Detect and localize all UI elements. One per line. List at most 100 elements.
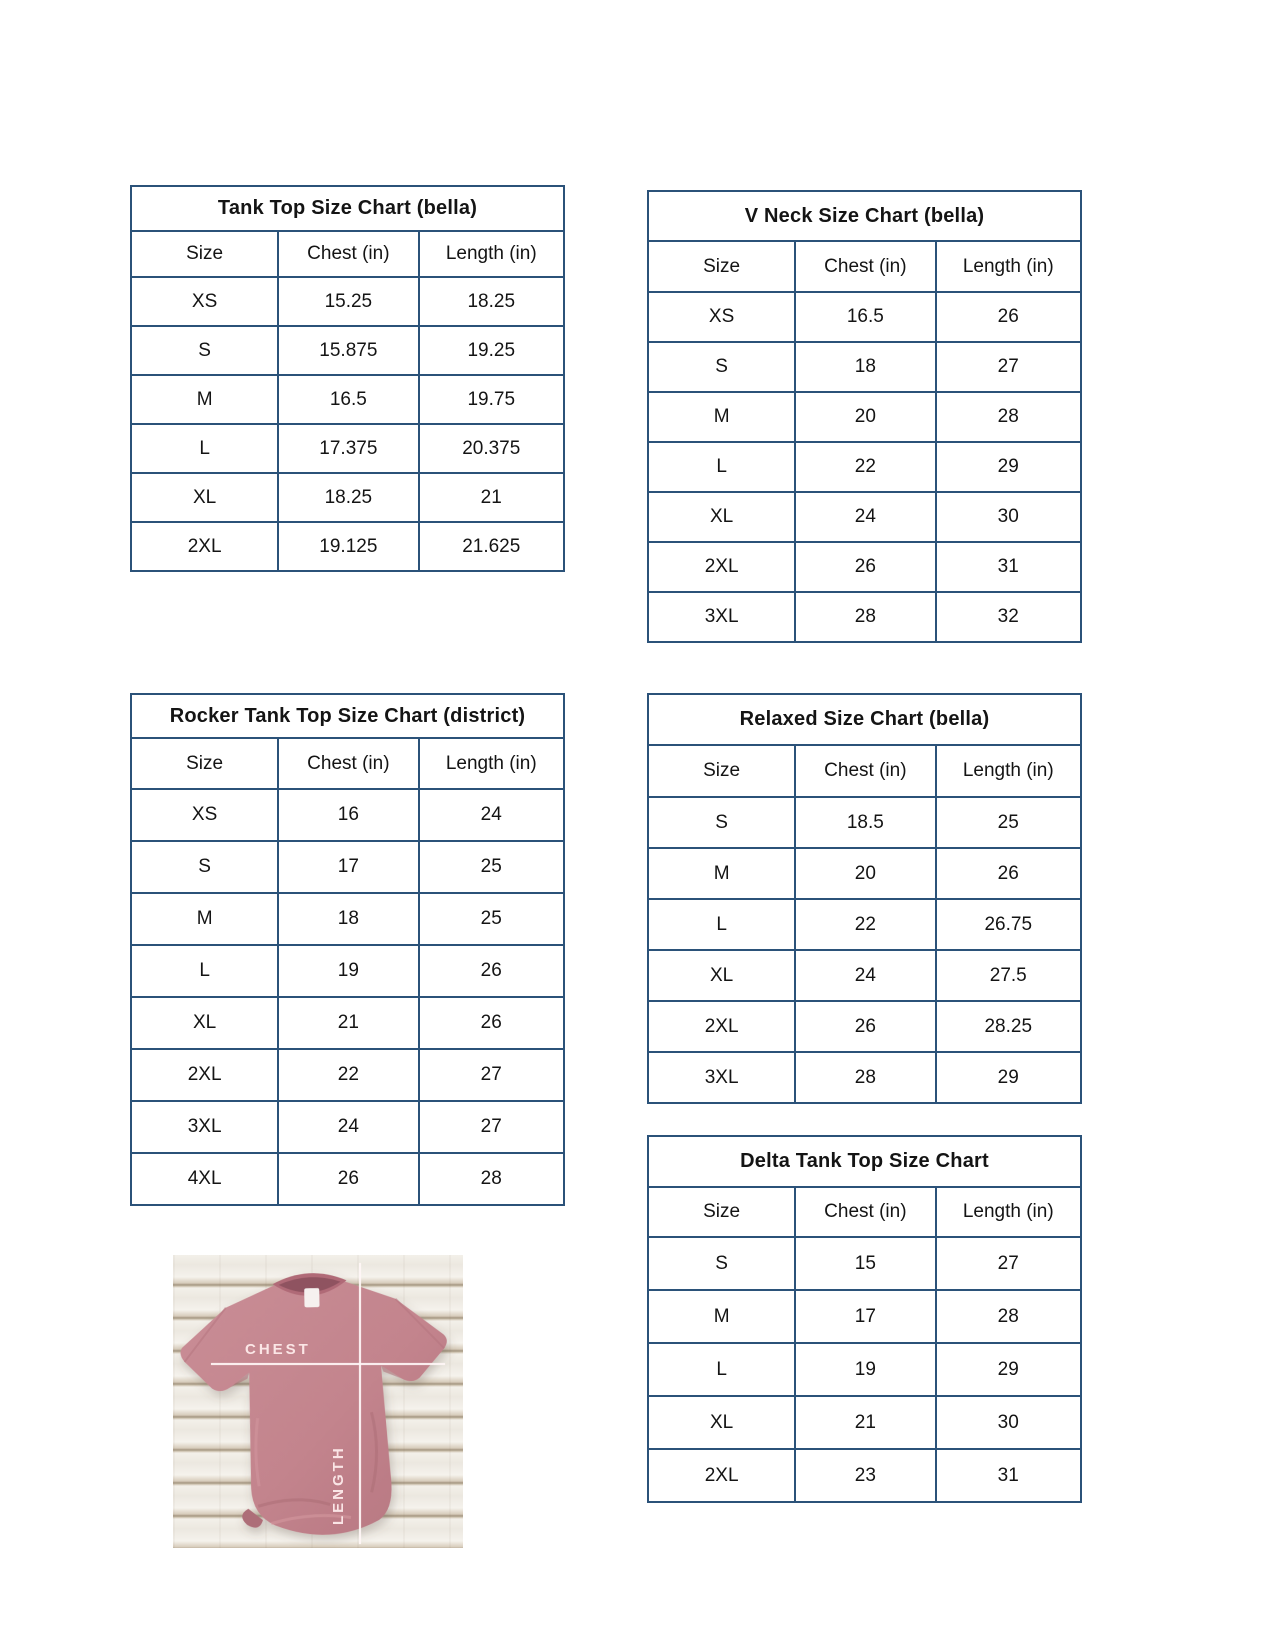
length-cell: 28 [934, 391, 1082, 443]
size-cell: XS [646, 291, 797, 343]
size-cell: 3XL [646, 591, 797, 643]
chest-cell: 24 [794, 949, 937, 1002]
table-v-neck-bella: V Neck Size Chart (bella) Size Chest (in) L… [646, 190, 1082, 643]
chest-cell: 18.25 [277, 472, 420, 523]
table-row: 3XL 28 29 [646, 1051, 1082, 1104]
table-row: S 15.875 19.25 [129, 325, 565, 376]
length-cell: 32 [934, 591, 1082, 643]
size-cell: M [129, 892, 280, 946]
chest-cell: 21 [794, 1395, 937, 1450]
size-cell: S [646, 341, 797, 393]
length-cell: 26.75 [934, 898, 1082, 951]
length-cell: 31 [934, 541, 1082, 593]
length-cell: 26 [934, 291, 1082, 343]
table-row: XS 16 24 [129, 788, 565, 842]
chest-cell: 17 [277, 840, 420, 894]
column-header: Size [646, 240, 797, 293]
length-cell: 28 [934, 1289, 1082, 1344]
chest-cell: 26 [794, 1000, 937, 1053]
size-chart-tank-top-bella: Tank Top Size Chart (bella) Size Chest (in… [129, 185, 565, 572]
column-header: Size [129, 230, 280, 278]
table-row: M 18 25 [129, 892, 565, 946]
chest-cell: 22 [277, 1048, 420, 1102]
chest-cell: 22 [794, 898, 937, 951]
length-cell: 27 [934, 341, 1082, 393]
table-row: M 20 28 [646, 391, 1082, 443]
length-cell: 24 [417, 788, 565, 842]
table-row: 2XL 26 28.25 [646, 1000, 1082, 1053]
table-row: XL 24 30 [646, 491, 1082, 543]
column-header: Chest (in) [794, 1186, 937, 1238]
size-cell: L [646, 441, 797, 493]
length-cell: 30 [934, 1395, 1082, 1450]
chest-cell: 21 [277, 996, 420, 1050]
header-row: Size Chest (in) Length (in) [646, 240, 1082, 293]
chest-cell: 28 [794, 1051, 937, 1104]
column-header: Chest (in) [277, 230, 420, 278]
column-header: Chest (in) [794, 240, 937, 293]
size-cell: L [646, 898, 797, 951]
size-cell: 2XL [129, 521, 280, 572]
table-row: 3XL 28 32 [646, 591, 1082, 643]
size-cell: 2XL [646, 1000, 797, 1053]
size-cell: 3XL [646, 1051, 797, 1104]
length-cell: 27 [417, 1048, 565, 1102]
size-cell: M [646, 847, 797, 900]
table-row: L 19 26 [129, 944, 565, 998]
column-header: Length (in) [934, 744, 1082, 798]
table-rocker-tank-top-district: Rocker Tank Top Size Chart (district) Siz… [129, 693, 565, 1206]
table-row: 2XL 22 27 [129, 1048, 565, 1102]
length-cell: 25 [417, 840, 565, 894]
table-title: Tank Top Size Chart (bella) [130, 185, 565, 232]
column-header: Length (in) [417, 230, 565, 278]
length-cell: 27.5 [934, 949, 1082, 1002]
chest-cell: 22 [794, 441, 937, 493]
size-cell: 4XL [129, 1152, 280, 1206]
column-header: Length (in) [934, 240, 1082, 293]
header-row: Size Chest (in) Length (in) [129, 230, 565, 278]
size-chart-v-neck-bella: V Neck Size Chart (bella) Size Chest (in) L… [646, 190, 1082, 643]
table-row: M 16.5 19.75 [129, 374, 565, 425]
length-cell: 21 [417, 472, 565, 523]
length-cell: 26 [417, 996, 565, 1050]
length-cell: 28.25 [934, 1000, 1082, 1053]
chest-cell: 15.25 [277, 276, 420, 327]
table-row: XL 21 26 [129, 996, 565, 1050]
chest-cell: 17.375 [277, 423, 420, 474]
size-cell: S [646, 1236, 797, 1291]
table-title: V Neck Size Chart (bella) [647, 190, 1082, 242]
tshirt-shape [180, 1273, 447, 1535]
size-chart-delta-tank-top: Delta Tank Top Size Chart Size Chest (in) L… [646, 1135, 1082, 1503]
table-relaxed-bella: Relaxed Size Chart (bella) Size Chest (in)… [646, 693, 1082, 1104]
chest-cell: 20 [794, 847, 937, 900]
column-header: Length (in) [417, 737, 565, 790]
table-row: XS 16.5 26 [646, 291, 1082, 343]
chest-cell: 24 [794, 491, 937, 543]
table-row: L 19 29 [646, 1342, 1082, 1397]
size-cell: 2XL [646, 541, 797, 593]
table-row: 2XL 19.125 21.625 [129, 521, 565, 572]
length-cell: 19.75 [417, 374, 565, 425]
tshirt-illustration [180, 1273, 447, 1535]
size-cell: XL [129, 472, 280, 523]
length-cell: 27 [417, 1100, 565, 1154]
size-cell: S [646, 796, 797, 849]
chest-cell: 15 [794, 1236, 937, 1291]
chest-cell: 19.125 [277, 521, 420, 572]
table-row: XL 24 27.5 [646, 949, 1082, 1002]
size-cell: M [646, 1289, 797, 1344]
column-header: Size [646, 744, 797, 798]
length-cell: 19.25 [417, 325, 565, 376]
chest-cell: 16.5 [277, 374, 420, 425]
table-row: 3XL 24 27 [129, 1100, 565, 1154]
header-row: Size Chest (in) Length (in) [129, 737, 565, 790]
table-row: S 18 27 [646, 341, 1082, 393]
table-tank-top-bella: Tank Top Size Chart (bella) Size Chest (in… [129, 185, 565, 572]
size-cell: 3XL [129, 1100, 280, 1154]
size-cell: 2XL [129, 1048, 280, 1102]
size-chart-rocker-tank-top-district: Rocker Tank Top Size Chart (district) Siz… [129, 693, 565, 1206]
table-row: S 17 25 [129, 840, 565, 894]
length-cell: 25 [417, 892, 565, 946]
length-cell: 20.375 [417, 423, 565, 474]
